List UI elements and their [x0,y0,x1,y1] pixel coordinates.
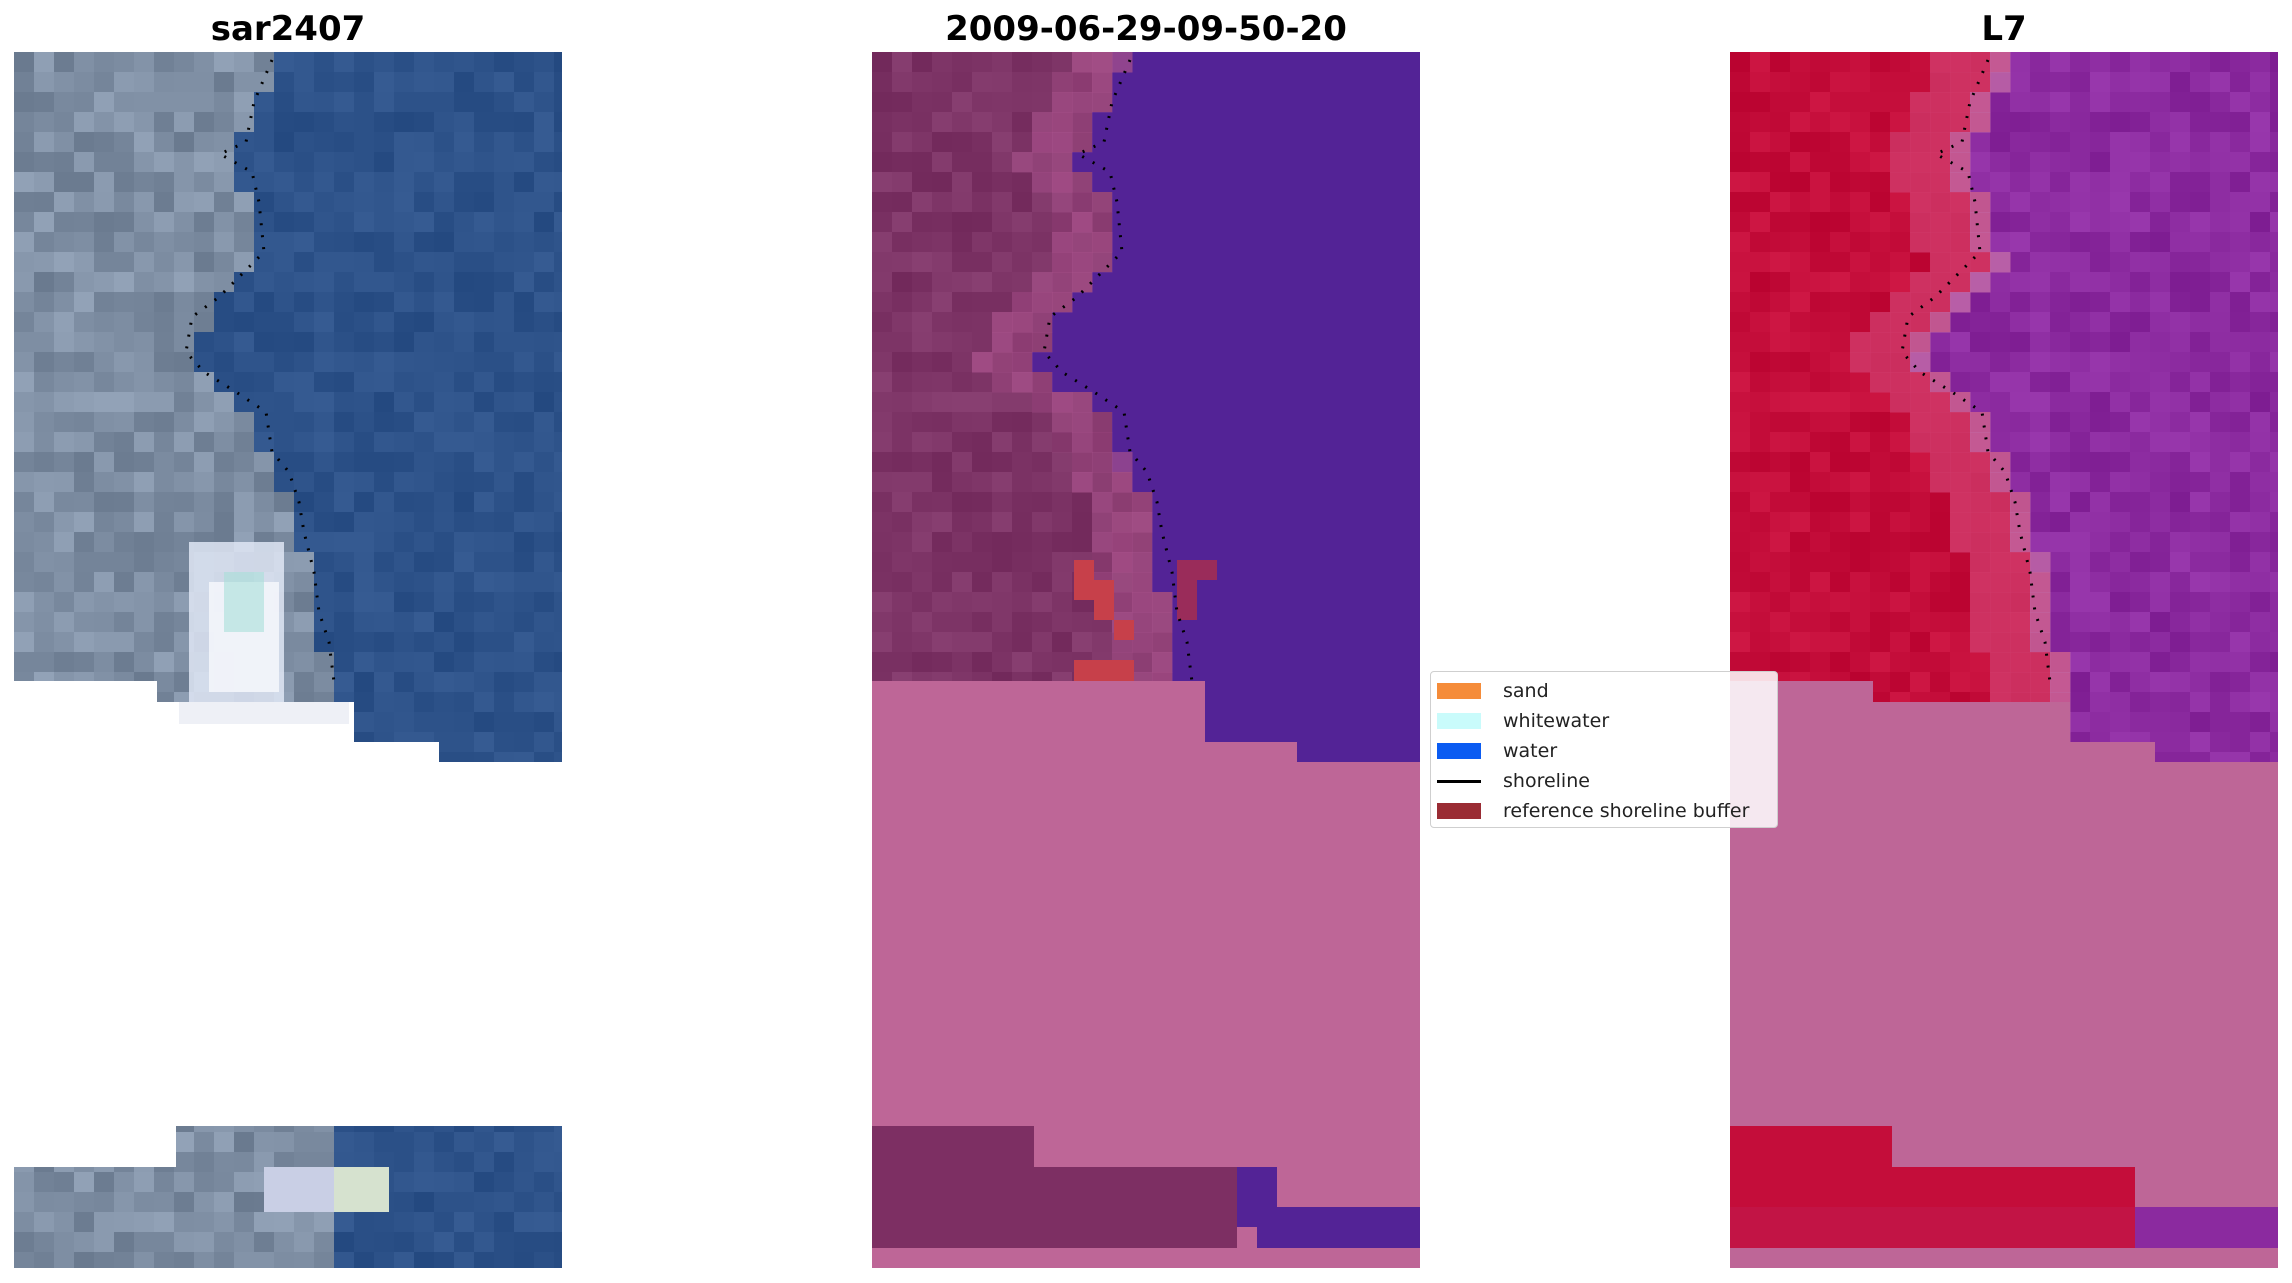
legend: sand whitewater water shoreline reference sh… [1430,671,1778,828]
legend-line-swatch [1437,773,1481,789]
legend-color-swatch [1437,713,1481,729]
index-image [1730,52,2278,1268]
classified-lower-water [1237,1167,1420,1248]
legend-color-swatch [1437,743,1481,759]
index-image-panel [1730,52,2278,1268]
legend-label: sand [1503,680,1549,702]
legend-item-water: water [1437,738,1557,764]
legend-label: water [1503,740,1558,762]
shoreline-index [1900,59,2052,683]
legend-color-swatch [1437,803,1481,819]
legend-label: shoreline [1503,770,1590,792]
legend-label: whitewater [1503,710,1610,732]
shoreline-classified [1042,59,1194,683]
rgb-nodata-area [14,681,562,1167]
legend-label: reference shoreline buffer [1503,800,1750,822]
classified-lower-land [872,1126,1237,1248]
index-nodata-overlay [1730,681,2278,1268]
rgb-surf-zone [179,542,389,1212]
classified-image [872,52,1420,1268]
legend-item-shoreline: shoreline [1437,768,1590,794]
panel-title-index: L7 [1981,9,2027,49]
rgb-image [14,52,562,1268]
rgb-image-panel [14,52,562,1268]
legend-item-whitewater: whitewater [1437,708,1609,734]
legend-color-swatch [1437,683,1481,699]
index-lower-land [1730,1126,2135,1207]
classified-image-panel [872,52,1420,1268]
legend-item-reference-shoreline-buffer: reference shoreline buffer [1437,798,1749,824]
legend-item-sand: sand [1437,678,1549,704]
index-lower-water [2135,1207,2278,1248]
panel-title-classified: 2009-06-29-09-50-20 [945,9,1347,49]
shoreline-rgb [184,59,336,683]
classified-nodata-overlay [872,681,1420,1268]
panel-title-rgb: sar2407 [210,9,366,49]
